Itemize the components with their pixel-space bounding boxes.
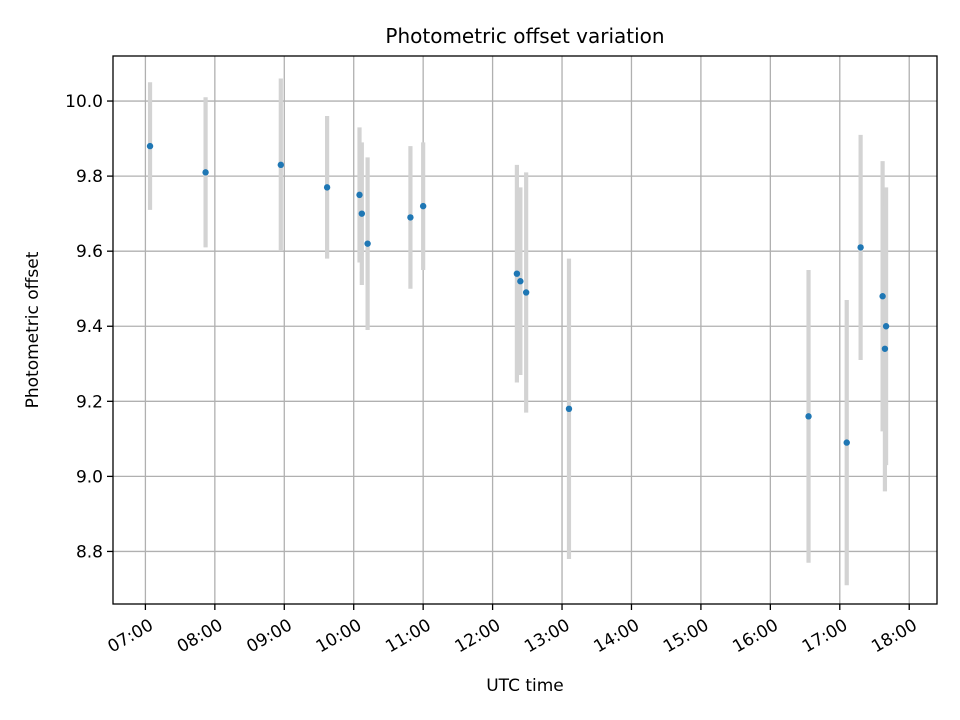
data-point: [277, 161, 285, 169]
y-tick-label: 9.8: [76, 167, 103, 187]
chart-title: Photometric offset variation: [385, 24, 664, 48]
data-point: [513, 270, 521, 277]
x-axis-label: UTC time: [486, 676, 564, 696]
y-tick-label: 9.6: [76, 242, 103, 262]
data-point: [881, 345, 889, 352]
data-point: [202, 169, 209, 176]
data-point: [407, 214, 414, 221]
data-point: [146, 142, 154, 150]
y-tick-label: 9.0: [76, 467, 103, 487]
data-point: [358, 210, 366, 217]
data-point: [323, 184, 331, 191]
data-points: [146, 142, 890, 446]
data-point: [843, 439, 850, 446]
plot-frame: [112, 55, 938, 605]
data-point: [879, 293, 886, 300]
y-tick-label: 10.0: [65, 92, 103, 112]
data-point: [364, 240, 371, 247]
data-point: [356, 191, 363, 199]
data-point: [805, 413, 812, 420]
data-point: [522, 289, 530, 296]
y-tick-label: 9.2: [76, 392, 103, 412]
y-axis-label: Photometric offset: [23, 251, 43, 408]
data-point: [517, 278, 524, 285]
y-tick-label: 9.4: [76, 317, 103, 337]
data-point: [882, 323, 890, 330]
data-point: [857, 244, 864, 251]
y-tick-label: 8.8: [76, 542, 103, 562]
data-point: [565, 405, 573, 413]
data-point: [419, 202, 427, 210]
